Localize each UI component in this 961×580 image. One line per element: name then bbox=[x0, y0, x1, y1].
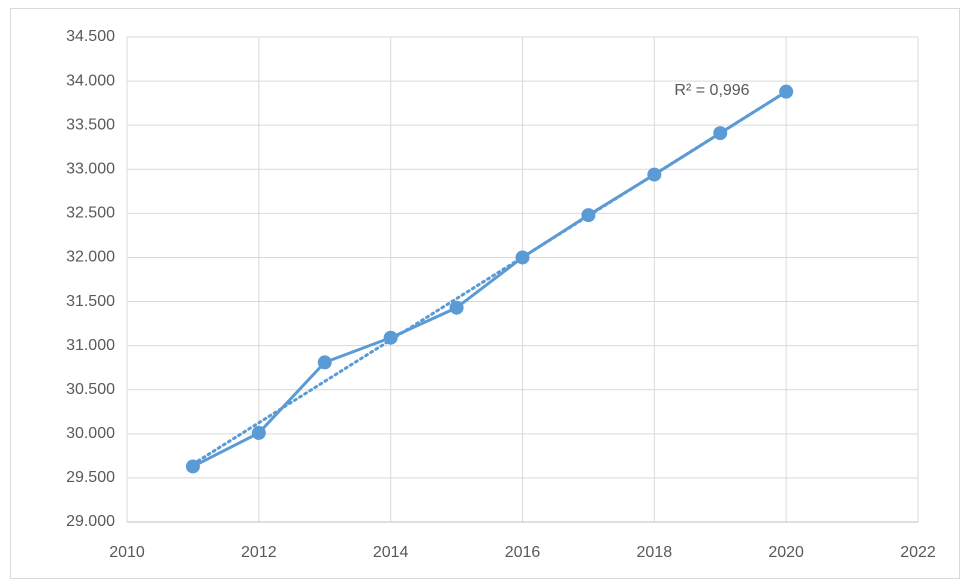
y-tick-label: 31.500 bbox=[66, 293, 115, 310]
y-tick-label: 32.500 bbox=[66, 205, 115, 222]
chart-border bbox=[10, 8, 960, 579]
y-tick-label: 32.000 bbox=[66, 249, 115, 266]
marker bbox=[449, 300, 464, 315]
y-tick-label: 30.000 bbox=[66, 425, 115, 442]
marker bbox=[647, 167, 662, 182]
marker bbox=[581, 208, 596, 223]
y-tick-label: 30.500 bbox=[66, 381, 115, 398]
marker bbox=[515, 250, 530, 265]
y-tick-label: 31.000 bbox=[66, 337, 115, 354]
x-tick-label: 2020 bbox=[768, 544, 804, 561]
marker bbox=[383, 330, 398, 345]
y-tick-label: 29.000 bbox=[66, 513, 115, 530]
x-tick-label: 2022 bbox=[900, 544, 936, 561]
marker bbox=[185, 459, 200, 474]
x-tick-label: 2010 bbox=[109, 544, 145, 561]
x-tick-label: 2018 bbox=[637, 544, 673, 561]
marker bbox=[779, 84, 794, 99]
y-tick-label: 33.000 bbox=[66, 160, 115, 177]
x-tick-label: 2016 bbox=[505, 544, 541, 561]
marker bbox=[251, 425, 266, 440]
y-tick-label: 29.500 bbox=[66, 469, 115, 486]
marker bbox=[317, 355, 332, 370]
marker bbox=[713, 126, 728, 141]
x-tick-label: 2014 bbox=[373, 544, 409, 561]
y-tick-label: 33.500 bbox=[66, 116, 115, 133]
x-tick-label: 2012 bbox=[241, 544, 277, 561]
annotation: R² = 0,996 bbox=[674, 82, 749, 99]
y-tick-label: 34.500 bbox=[66, 28, 115, 45]
y-tick-label: 34.000 bbox=[66, 72, 115, 89]
series-line bbox=[192, 90, 787, 468]
